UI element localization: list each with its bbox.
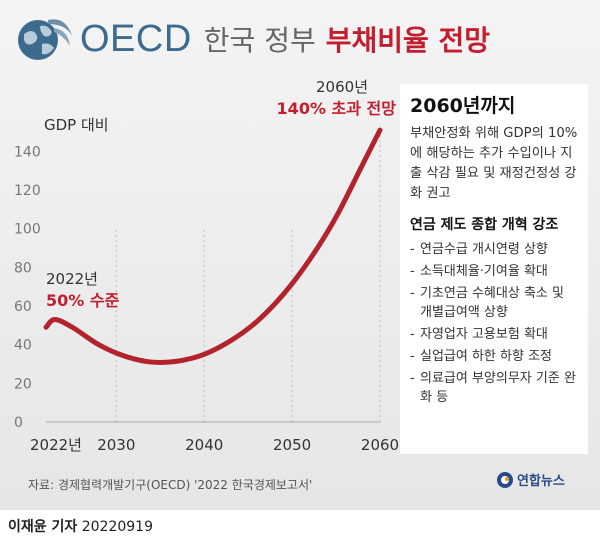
x-tick-label: 2060: [361, 436, 399, 454]
agency-logo: 연합뉴스: [496, 470, 565, 489]
y-tick-label: 0: [14, 415, 23, 431]
panel-description: 부채안정화 위해 GDP의 10%에 해당하는 추가 수입이나 지출 삭감 필요…: [410, 126, 578, 201]
header: OECD 한국 정부 부채비율 전망: [14, 14, 490, 64]
list-item: - 의료급여 부양의무자 기준 완화 등: [410, 371, 576, 405]
summary-panel: 2060년까지 부채안정화 위해 GDP의 10%에 해당하는 추가 수입이나 …: [400, 84, 588, 454]
page-title: 부채비율 전망: [325, 24, 491, 57]
reform-list: - 연금수급 개시연령 상향 - 소득대체율·기여율 확대 - 기초연금 수혜대상 축…: [410, 240, 580, 407]
source-note: 자료: 경제협력개발기구(OECD) '2022 한국경제보고서': [28, 478, 313, 492]
reporter-name: 이재윤 기자: [8, 519, 78, 535]
oecd-wordmark: OECD: [80, 17, 192, 60]
list-item: - 소득대체율·기여율 확대: [410, 264, 548, 279]
start-value-label: 50% 수준: [46, 291, 120, 310]
y-tick-label: 80: [14, 260, 32, 276]
x-axis-ticks: 2022년 2030 2040 2050 2060: [30, 436, 399, 454]
y-tick-label: 140: [14, 144, 41, 160]
infographic-card: OECD 한국 정부 부채비율 전망 0 20 40 60 80 100 120 140 20…: [0, 0, 600, 510]
list-item: - 기초연금 수혜대상 축소 및 개별급여액 상향: [410, 286, 564, 320]
y-axis-label: GDP 대비: [44, 116, 109, 134]
list-item: - 실업급여 하한 하향 조정: [410, 349, 552, 364]
start-year-label: 2022년: [46, 270, 98, 288]
y-axis-ticks: 0 20 40 60 80 100 120 140: [14, 144, 41, 431]
publish-date: 20220919: [81, 519, 153, 535]
x-tick-label: 2030: [97, 436, 135, 454]
x-tick-label: 2040: [185, 436, 223, 454]
list-item: - 연금수급 개시연령 상향: [410, 242, 548, 257]
oecd-globe-icon: [18, 19, 72, 60]
y-tick-label: 40: [14, 338, 32, 354]
yonhap-logo-icon: [497, 471, 513, 488]
credit-line: 이재윤 기자 20220919: [8, 516, 153, 536]
y-tick-label: 60: [14, 299, 32, 315]
gridlines: [46, 132, 381, 423]
debt-ratio-line: [43, 127, 383, 365]
x-tick-label: 2022년: [30, 436, 82, 454]
agency-name: 연합뉴스: [517, 474, 565, 489]
y-tick-label: 100: [14, 222, 41, 238]
reform-heading: 연금 제도 종합 개혁 강조: [410, 217, 559, 233]
end-year-label: 2060년: [316, 78, 368, 96]
title-subject: 한국 정부: [203, 24, 316, 57]
end-value-label: 140% 초과 전망: [277, 99, 397, 118]
panel-heading: 2060년까지: [410, 95, 516, 117]
y-tick-label: 20: [14, 376, 32, 392]
y-tick-label: 120: [14, 183, 41, 199]
list-item: - 자영업자 고용보험 확대: [410, 327, 548, 342]
x-tick-label: 2050: [273, 436, 311, 454]
